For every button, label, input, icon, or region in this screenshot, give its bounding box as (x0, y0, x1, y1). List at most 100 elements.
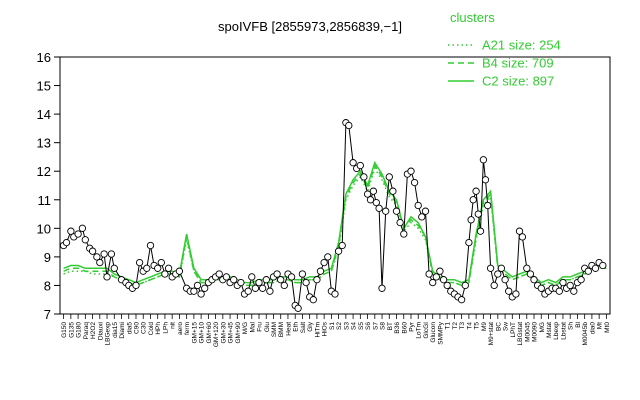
data-point (414, 201, 422, 210)
data-point (486, 264, 495, 272)
y-tick-label: 10 (37, 221, 51, 236)
x-tick-label: ferm (184, 322, 191, 335)
data-point (146, 241, 155, 250)
x-tick-label: BMM (278, 322, 285, 337)
data-point (407, 167, 415, 175)
x-tick-label: B36 (394, 322, 401, 334)
data-point (518, 233, 527, 241)
x-tick-label: M9+stat (488, 322, 495, 345)
x-tick-label: H2O2 (90, 322, 97, 339)
x-tick-label: HPh (155, 322, 162, 335)
data-point (472, 187, 480, 195)
data-point (469, 196, 477, 204)
x-tick-label: HiTm (314, 322, 321, 338)
data-point (421, 207, 430, 215)
data-point (313, 276, 321, 284)
data-point (465, 238, 473, 247)
x-tick-label: S7 (372, 322, 379, 330)
data-point (396, 218, 404, 227)
x-tick-label: T5 (474, 322, 481, 330)
x-tick-label: S4 (351, 322, 358, 330)
data-point (577, 276, 585, 284)
data-point (349, 159, 357, 167)
data-point (410, 178, 419, 187)
data-point (298, 270, 307, 278)
data-point (369, 187, 378, 195)
data-point (526, 270, 535, 278)
data-point (248, 273, 256, 281)
series-line-dotted (63, 166, 607, 287)
data-point (331, 290, 339, 298)
x-tick-label: Pyr (409, 321, 416, 332)
x-tick-label: dia15 (112, 322, 119, 338)
data-point (190, 287, 198, 295)
plot-area (59, 56, 611, 315)
x-tick-label: GM+60 (206, 322, 213, 344)
data-point (494, 270, 502, 278)
data-point (334, 247, 343, 255)
data-point (432, 273, 440, 281)
data-point (530, 276, 538, 284)
data-point (316, 267, 325, 275)
x-tick-label: Mstat (546, 322, 553, 338)
x-tick-label: GlcGI (423, 322, 430, 339)
y-tick-label: 9 (44, 250, 51, 265)
x-tick-label: S3 (343, 322, 350, 330)
data-point (474, 210, 482, 218)
y-tick-label: 11 (38, 193, 52, 208)
data-point (515, 227, 524, 235)
data-point (273, 270, 281, 278)
data-point (324, 253, 332, 261)
x-tick-label: dia0 (589, 322, 596, 335)
x-tick-label: S2 (336, 322, 343, 330)
data-point (375, 204, 383, 212)
x-tick-label: Bl (575, 321, 582, 327)
data-point (512, 290, 520, 298)
x-tick-label: Paraq (83, 322, 90, 340)
data-point (81, 236, 89, 244)
x-tick-label: LPh (162, 322, 169, 334)
data-point (356, 161, 364, 170)
x-tick-label: C90 (134, 322, 141, 334)
data-point (599, 261, 607, 270)
data-point (484, 201, 492, 210)
legend-label: B4 size: 709 (482, 56, 554, 71)
data-point (164, 264, 173, 272)
x-tick-label: T1 (445, 322, 452, 330)
x-tick-label: T2 (452, 322, 459, 330)
data-point (566, 281, 574, 290)
x-tick-label: Gly (307, 321, 314, 332)
x-tick-label: GM+45 (228, 322, 235, 344)
data-point (400, 230, 408, 238)
data-point (490, 281, 498, 290)
y-tick-label: 7 (44, 307, 51, 322)
y-tick-label: 13 (37, 136, 51, 151)
x-tick-label: SMMPy (437, 321, 444, 345)
data-point (230, 276, 238, 284)
data-point (439, 276, 448, 284)
data-point (244, 287, 252, 295)
x-tick-label: LoTm (416, 322, 423, 339)
data-point (501, 276, 509, 284)
data-point (591, 264, 600, 272)
data-point (215, 270, 223, 278)
data-point (555, 287, 563, 295)
data-point (320, 258, 328, 267)
data-point (382, 207, 390, 215)
x-tick-label: Salt (300, 322, 307, 333)
data-point (294, 304, 302, 312)
data-point (570, 287, 578, 295)
x-tick-label: S6 (365, 322, 372, 330)
data-point (363, 190, 372, 198)
data-point (277, 276, 285, 284)
x-tick-label: S1 (329, 322, 336, 330)
x-tick-label: BT (387, 322, 394, 330)
x-tick-label: Eth (293, 322, 300, 332)
data-point (479, 156, 488, 164)
data-point (135, 258, 144, 267)
x-tick-label: Mal (249, 321, 256, 332)
legend: clusters A21 size: 254 B4 size: 709 C2 size… (448, 10, 561, 89)
x-tick-label: MG (539, 322, 546, 332)
series-line-dashed (63, 163, 607, 287)
x-tick-label: C30 (141, 322, 148, 334)
